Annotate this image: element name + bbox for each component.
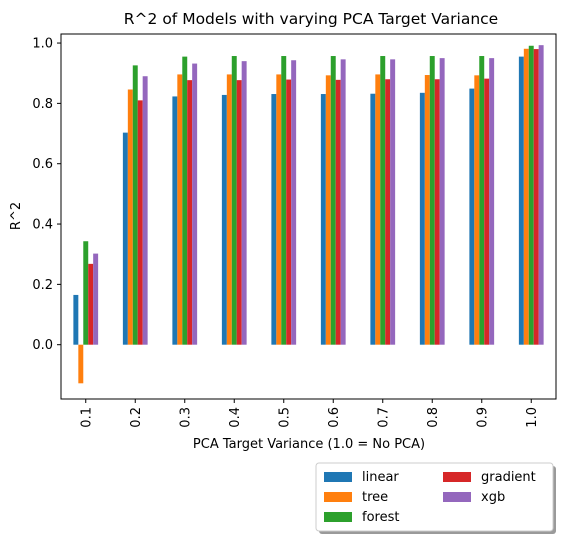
bar-forest-0.7: [380, 56, 386, 345]
bar-xgb-0.1: [93, 253, 99, 345]
bar-tree-0.7: [375, 74, 381, 345]
legend-label-xgb: xgb: [481, 490, 505, 505]
bar-forest-0.3: [182, 56, 188, 345]
bar-tree-0.4: [226, 74, 232, 345]
bar-forest-0.8: [429, 56, 435, 345]
legend-swatch-gradient: [443, 472, 471, 482]
bar-gradient-0.7: [385, 79, 391, 345]
bar-forest-0.2: [132, 65, 138, 345]
bar-xgb-1.0: [538, 45, 544, 345]
bar-tree-0.8: [424, 75, 430, 345]
bar-gradient-0.6: [335, 79, 341, 345]
plot-frame: [60, 33, 557, 400]
legend-swatch-xgb: [443, 492, 471, 502]
bar-xgb-0.7: [390, 59, 396, 345]
bars-group: [73, 45, 544, 384]
x-tick-label: 1.0: [525, 407, 540, 428]
bar-xgb-0.4: [241, 61, 247, 345]
y-axis-label: R^2: [9, 202, 24, 230]
bar-linear-0.9: [469, 88, 475, 345]
y-tick-label: 0.0: [32, 338, 53, 353]
bar-tree-0.6: [325, 75, 331, 345]
legend-swatch-linear: [324, 472, 352, 482]
x-tick-label: 0.1: [79, 407, 94, 428]
bar-gradient-0.5: [286, 79, 292, 345]
x-tick-label: 0.6: [327, 407, 342, 428]
x-tick-label: 0.2: [129, 407, 144, 428]
bar-gradient-0.8: [434, 79, 440, 345]
bar-linear-0.7: [370, 93, 376, 345]
bar-tree-0.1: [78, 344, 84, 384]
y-tick-label: 1.0: [32, 37, 53, 52]
legend-label-forest: forest: [362, 510, 399, 525]
bar-linear-0.6: [320, 94, 326, 345]
x-tick-label: 0.8: [426, 407, 441, 428]
bar-linear-0.4: [221, 94, 227, 345]
bar-xgb-0.8: [439, 58, 445, 345]
x-tick-label: 0.5: [277, 407, 292, 428]
x-tick-label: 0.4: [228, 407, 243, 428]
bar-forest-0.5: [281, 56, 287, 345]
bar-forest-0.6: [330, 56, 336, 345]
bar-linear-0.8: [419, 92, 425, 345]
bar-linear-0.1: [73, 294, 79, 345]
bar-forest-0.1: [83, 241, 89, 345]
legend-label-linear: linear: [362, 470, 399, 485]
bar-tree-0.3: [177, 74, 183, 345]
bar-forest-0.4: [231, 56, 237, 345]
chart-title: R^2 of Models with varying PCA Target Va…: [124, 10, 498, 28]
legend-label-tree: tree: [362, 490, 388, 505]
y-tick-label: 0.4: [32, 218, 53, 233]
x-tick-label: 0.9: [475, 407, 490, 428]
bar-xgb-0.9: [489, 58, 495, 345]
bar-forest-0.9: [479, 56, 485, 345]
x-axis: 0.1 0.2 0.3 0.4 0.5 0.6 0.7 0.8 0.9 1.0: [79, 399, 540, 428]
bar-linear-0.5: [271, 94, 277, 345]
legend-swatch-tree: [324, 492, 352, 502]
bar-tree-0.9: [474, 75, 480, 345]
bar-gradient-1.0: [533, 49, 539, 345]
bar-forest-1.0: [528, 45, 534, 345]
bar-gradient-0.4: [236, 80, 242, 345]
legend-frame: [315, 462, 554, 532]
bar-tree-0.2: [127, 89, 133, 345]
legend-swatch-forest: [324, 512, 352, 522]
bar-gradient-0.3: [187, 80, 193, 345]
bar-xgb-0.2: [142, 76, 148, 345]
x-tick-label: 0.7: [376, 407, 391, 428]
bar-linear-1.0: [518, 56, 524, 345]
y-tick-label: 0.6: [32, 157, 53, 172]
bar-gradient-0.9: [484, 78, 490, 345]
legend: linear tree forest gradient xgb: [315, 462, 556, 534]
bar-linear-0.3: [172, 96, 178, 345]
bar-xgb-0.6: [340, 59, 346, 345]
y-tick-label: 0.2: [32, 278, 53, 293]
bar-xgb-0.5: [291, 60, 297, 345]
y-axis: 0.0 0.2 0.4 0.6 0.8 1.0: [32, 37, 61, 353]
bar-gradient-0.2: [137, 100, 143, 345]
bar-tree-0.5: [276, 74, 282, 345]
y-tick-label: 0.8: [32, 97, 53, 112]
x-tick-label: 0.3: [178, 407, 193, 428]
legend-label-gradient: gradient: [481, 470, 536, 485]
bar-xgb-0.3: [192, 63, 198, 345]
bar-gradient-0.1: [88, 263, 94, 345]
x-axis-label: PCA Target Variance (1.0 = No PCA): [193, 437, 425, 452]
bar-linear-0.2: [122, 132, 128, 345]
bar-tree-1.0: [523, 48, 529, 345]
